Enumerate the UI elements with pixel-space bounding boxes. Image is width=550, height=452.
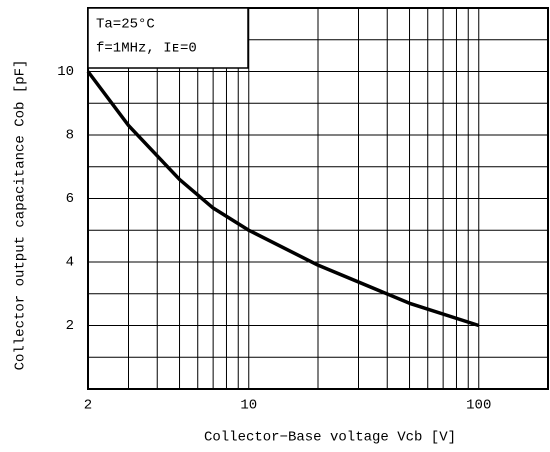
y-tick-label: 2 bbox=[66, 318, 74, 334]
y-tick-label: 10 bbox=[57, 64, 74, 80]
annotation: f=1MHz, Iᴇ=0 bbox=[96, 41, 197, 57]
annotation-box bbox=[87, 7, 249, 69]
x-tick-label: 100 bbox=[466, 398, 491, 414]
data-line bbox=[86, 70, 480, 328]
y-tick-label: 6 bbox=[66, 191, 74, 207]
y-tick-label: 8 bbox=[66, 128, 74, 144]
x-axis-label: Collector−Base voltage Vcb [V] bbox=[204, 430, 456, 446]
x-tick-label: 2 bbox=[84, 398, 92, 414]
y-tick-label: 4 bbox=[66, 255, 74, 271]
y-axis-label: Collector output capacitance Cob [pF] bbox=[13, 60, 29, 371]
annotation: Ta=25°C bbox=[96, 17, 155, 33]
x-tick-label: 10 bbox=[240, 398, 257, 414]
